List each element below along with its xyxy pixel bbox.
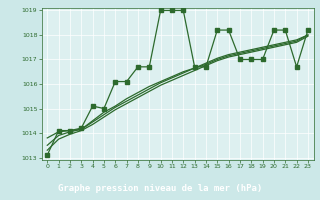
Text: Graphe pression niveau de la mer (hPa): Graphe pression niveau de la mer (hPa) bbox=[58, 184, 262, 193]
